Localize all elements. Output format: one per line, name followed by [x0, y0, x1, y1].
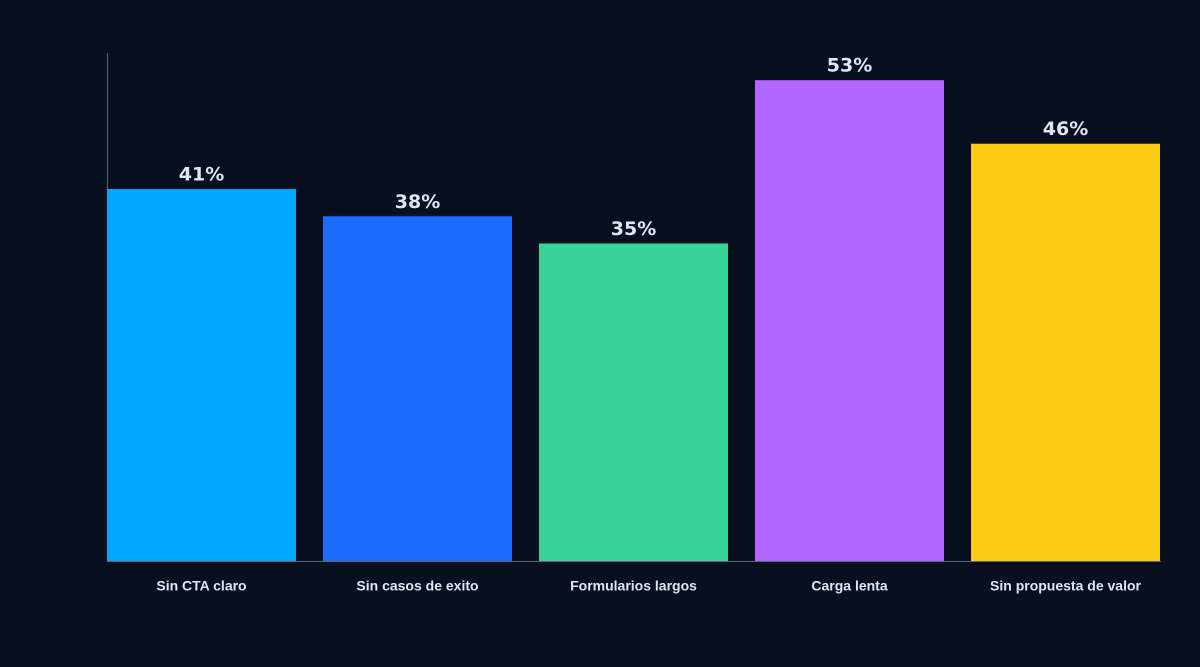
value-label: 35%: [611, 218, 656, 240]
bar: [107, 189, 296, 562]
bar: [539, 243, 728, 561]
x-tick-label: Formularios largos: [570, 578, 697, 594]
x-tick-label: Sin casos de exito: [356, 578, 478, 594]
value-label: 38%: [395, 191, 440, 213]
x-tick-label: Carga lenta: [811, 578, 887, 594]
value-label: 46%: [1043, 118, 1088, 140]
x-tick-label: Sin CTA claro: [156, 578, 246, 594]
value-label: 41%: [179, 164, 224, 186]
bar: [323, 216, 512, 562]
bar: [971, 143, 1160, 561]
x-tick-label: Sin propuesta de valor: [990, 578, 1141, 594]
value-label: 53%: [827, 55, 872, 77]
bar: [755, 80, 944, 561]
